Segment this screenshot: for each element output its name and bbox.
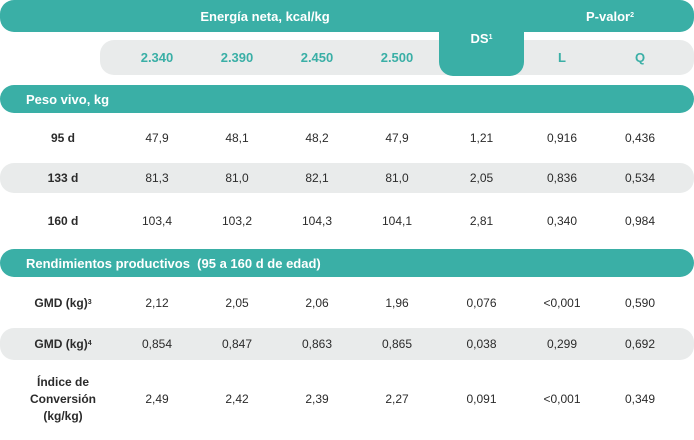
cell-2500: 104,1 bbox=[381, 214, 413, 228]
cell-l: <0,001 bbox=[543, 392, 581, 406]
ds-header-cell bbox=[439, 24, 524, 76]
table-row-shaded: 133 d 81,3 81,0 82,1 81,0 2,05 0,836 0,5… bbox=[0, 163, 694, 193]
cell-2340: 103,4 bbox=[141, 214, 173, 228]
cell-l: <0,001 bbox=[543, 296, 581, 310]
cell-2340: 47,9 bbox=[145, 131, 169, 145]
energy-level-col-2: 2.390 bbox=[220, 50, 254, 65]
cell-q: 0,436 bbox=[624, 131, 656, 145]
section-rendimientos: Rendimientos productivos (95 a 160 d de … bbox=[0, 249, 694, 277]
cell-2390: 0,847 bbox=[221, 337, 253, 351]
table-row: 95 d 47,9 48,1 48,2 47,9 1,21 0,916 0,43… bbox=[0, 120, 694, 156]
table-row: 160 d 103,4 103,2 104,3 104,1 2,81 0,340… bbox=[0, 202, 694, 240]
cell-2500: 81,0 bbox=[385, 171, 409, 185]
pvalue-col-q: Q bbox=[634, 50, 646, 65]
cell-2340: 2,12 bbox=[145, 296, 169, 310]
cell-ds: 0,038 bbox=[466, 337, 497, 351]
row-label: 95 d bbox=[50, 130, 75, 145]
cell-2390: 2,42 bbox=[225, 392, 249, 406]
cell-2450: 48,2 bbox=[305, 131, 329, 145]
cell-2390: 48,1 bbox=[225, 131, 249, 145]
ds-header-label: DS 1 bbox=[470, 30, 493, 46]
cell-2340: 81,3 bbox=[145, 171, 169, 185]
table-row: GMD (kg) 3 2,12 2,05 2,06 1,96 0,076 <0,0… bbox=[0, 283, 694, 323]
row-label: 160 d bbox=[47, 213, 79, 228]
cell-2390: 81,0 bbox=[225, 171, 249, 185]
cell-2390: 103,2 bbox=[221, 214, 253, 228]
cell-ds: 0,091 bbox=[466, 392, 497, 406]
cell-2450: 82,1 bbox=[305, 171, 329, 185]
header-top-bar bbox=[0, 0, 694, 32]
energia-neta-title: Energía neta, kcal/kg bbox=[200, 8, 330, 24]
table-row-shaded: GMD (kg) 4 0,854 0,847 0,863 0,865 0,038 … bbox=[0, 328, 694, 360]
cell-2450: 104,3 bbox=[301, 214, 333, 228]
cell-2340: 0,854 bbox=[141, 337, 173, 351]
cell-2500: 1,96 bbox=[385, 296, 409, 310]
section-peso-vivo: Peso vivo, kg bbox=[0, 85, 694, 113]
cell-l: 0,916 bbox=[546, 131, 578, 145]
cell-q: 0,984 bbox=[624, 214, 656, 228]
row-label: GMD (kg) 4 bbox=[34, 336, 92, 351]
row-label: 133 d bbox=[47, 170, 79, 185]
row-label: Índice de Conversión (kg/kg) bbox=[29, 374, 96, 423]
cell-2500: 47,9 bbox=[385, 131, 409, 145]
pvalue-col-l: L bbox=[558, 50, 566, 65]
cell-2500: 0,865 bbox=[381, 337, 413, 351]
cell-q: 0,349 bbox=[624, 392, 656, 406]
cell-2450: 0,863 bbox=[301, 337, 333, 351]
cell-q: 0,590 bbox=[624, 296, 656, 310]
cell-2340: 2,49 bbox=[145, 392, 169, 406]
cell-l: 0,299 bbox=[546, 337, 578, 351]
row-label: GMD (kg) 3 bbox=[34, 295, 92, 310]
energy-level-col-3: 2.450 bbox=[300, 50, 334, 65]
cell-2450: 2,06 bbox=[305, 296, 329, 310]
cell-q: 0,534 bbox=[624, 171, 656, 185]
cell-ds: 1,21 bbox=[469, 131, 494, 145]
cell-q: 0,692 bbox=[624, 337, 656, 351]
cell-ds: 2,81 bbox=[469, 214, 494, 228]
p-valor-title: P-valor 2 bbox=[586, 8, 634, 24]
cell-2500: 2,27 bbox=[385, 392, 409, 406]
energy-level-col-4: 2.500 bbox=[380, 50, 414, 65]
cell-l: 0,836 bbox=[546, 171, 578, 185]
header-sub-bar bbox=[100, 40, 694, 75]
cell-2450: 2,39 bbox=[305, 392, 329, 406]
energy-level-col-1: 2.340 bbox=[140, 50, 174, 65]
cell-ds: 2,05 bbox=[469, 171, 494, 185]
cell-l: 0,340 bbox=[546, 214, 578, 228]
cell-2390: 2,05 bbox=[225, 296, 249, 310]
table-row: Índice de Conversión (kg/kg) 2,49 2,42 2… bbox=[0, 368, 694, 430]
cell-ds: 0,076 bbox=[466, 296, 497, 310]
